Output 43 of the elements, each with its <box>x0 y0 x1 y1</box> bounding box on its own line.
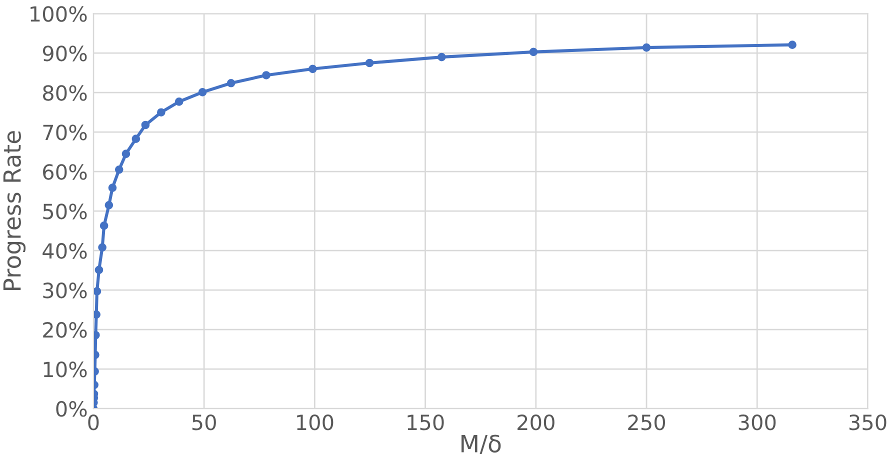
point <box>93 310 100 319</box>
point <box>104 201 114 210</box>
point <box>437 52 446 62</box>
x-tick-label: 0 <box>88 414 99 430</box>
y-tick-label: 10% <box>44 362 87 378</box>
x-tick-label: 250 <box>628 414 666 430</box>
y-tick-label: 60% <box>43 164 87 180</box>
point <box>788 40 796 49</box>
point <box>365 58 374 68</box>
point <box>529 48 538 56</box>
y-tick-label: 90% <box>42 46 87 62</box>
point <box>132 134 140 143</box>
point <box>122 150 130 158</box>
x-axis-title: M/δ <box>462 434 501 454</box>
y-axis-title: Progress Rate <box>3 131 26 290</box>
point <box>226 78 236 88</box>
y-tick-label: 30% <box>43 282 87 298</box>
point <box>114 165 124 174</box>
point <box>100 222 108 230</box>
point <box>308 64 317 74</box>
y-tick-label: 20% <box>43 322 87 338</box>
point <box>108 184 117 192</box>
y-tick-label: 40% <box>42 243 87 259</box>
y-tick-label: 50% <box>43 204 87 220</box>
y-tick-label: 80% <box>43 85 87 101</box>
point <box>156 108 166 117</box>
x-tick-label: 100 <box>297 414 334 430</box>
point <box>141 120 150 130</box>
point <box>93 287 102 296</box>
x-tick-label: 300 <box>738 414 776 430</box>
point <box>642 43 651 52</box>
y-tick-label: 70% <box>43 124 87 140</box>
x-tick-label: 350 <box>849 414 886 430</box>
point <box>94 266 104 274</box>
y-tick-label: 0% <box>56 401 87 417</box>
point <box>174 98 184 106</box>
x-tick-label: 50 <box>192 414 216 430</box>
x-tick-label: 150 <box>408 414 444 430</box>
point <box>198 88 207 96</box>
point <box>262 71 270 80</box>
x-tick-label: 200 <box>518 414 554 430</box>
point <box>98 243 106 252</box>
y-tick-label: 100% <box>30 6 87 22</box>
